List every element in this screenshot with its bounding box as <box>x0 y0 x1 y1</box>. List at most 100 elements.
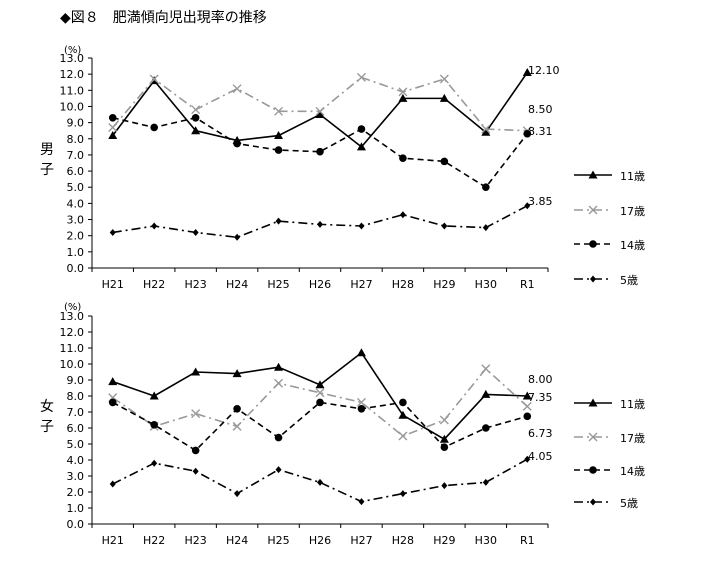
data-point <box>150 421 158 429</box>
data-point <box>524 455 531 463</box>
data-point <box>441 482 448 490</box>
y-tick-label: 4.0 <box>67 197 85 210</box>
data-point <box>398 93 408 102</box>
data-point <box>399 211 406 219</box>
legend-label: 17歳 <box>620 432 645 445</box>
data-point <box>482 478 489 486</box>
data-point <box>191 409 201 419</box>
y-tick-label: 10.0 <box>60 358 85 371</box>
data-point <box>274 106 284 116</box>
x-tick-label: H27 <box>350 278 372 291</box>
data-point <box>358 222 365 230</box>
x-tick-label: H29 <box>433 278 455 291</box>
data-point <box>275 217 282 225</box>
y-tick-label: 2.0 <box>67 230 85 243</box>
legend-marker <box>588 432 598 442</box>
x-tick-label: H24 <box>226 534 248 547</box>
data-point <box>523 129 532 138</box>
data-point <box>317 220 323 228</box>
data-point <box>482 424 490 432</box>
data-point <box>315 388 325 398</box>
series-line <box>112 351 528 441</box>
x-tick-label: H26 <box>309 534 331 547</box>
data-point <box>151 459 158 467</box>
data-point <box>108 398 117 407</box>
data-point <box>439 434 449 443</box>
data-point <box>274 362 284 371</box>
y-tick-label: 11.0 <box>60 342 85 355</box>
data-point <box>439 415 449 425</box>
data-point <box>315 106 325 116</box>
x-tick-label: H23 <box>184 534 206 547</box>
data-point <box>191 105 201 115</box>
series-line <box>112 116 528 189</box>
data-point <box>399 398 407 407</box>
x-tick-label: H26 <box>309 278 331 291</box>
data-point <box>108 113 117 122</box>
data-point <box>191 446 200 455</box>
end-value-label: 7.35 <box>528 391 553 404</box>
y-tick-label: 7.0 <box>67 149 85 162</box>
data-point <box>191 113 200 122</box>
y-tick-label: 0.0 <box>67 262 85 275</box>
y-tick-label: 12.0 <box>60 68 85 81</box>
legend-label: 14歳 <box>620 465 645 478</box>
data-point <box>191 126 201 135</box>
data-point <box>232 84 242 94</box>
panel-label: 女子 <box>40 399 54 435</box>
data-point <box>356 142 366 151</box>
data-point <box>108 131 118 140</box>
x-tick-label: H24 <box>226 278 248 291</box>
x-tick-label: R1 <box>520 534 535 547</box>
data-point <box>192 467 199 475</box>
x-tick-label: H22 <box>143 278 165 291</box>
legend-label: 5歳 <box>620 497 638 510</box>
data-point <box>317 478 323 486</box>
panel-label: 男子 <box>40 142 54 178</box>
data-point <box>316 147 324 156</box>
data-point <box>109 480 116 488</box>
legend-marker <box>588 205 598 215</box>
data-point <box>233 405 241 413</box>
legend-marker <box>588 398 598 407</box>
data-point <box>399 154 407 162</box>
legend-label: 11歳 <box>620 398 645 411</box>
data-point <box>481 127 491 136</box>
data-point <box>232 421 242 431</box>
x-tick-label: H25 <box>267 278 289 291</box>
data-point <box>234 233 241 241</box>
y-tick-label: 5.0 <box>67 181 85 194</box>
data-point <box>315 110 325 119</box>
data-point <box>398 87 408 97</box>
data-point <box>315 380 325 389</box>
data-point <box>275 466 282 474</box>
data-point <box>522 391 532 400</box>
end-value-label: 3.85 <box>528 195 553 208</box>
series-line <box>112 72 528 148</box>
legend-marker <box>590 275 596 283</box>
y-tick-label: 2.0 <box>67 486 85 499</box>
data-point <box>233 139 241 148</box>
end-value-label: 12.10 <box>528 64 560 77</box>
y-tick-label: 1.0 <box>67 246 85 259</box>
data-point <box>108 377 118 386</box>
y-tick-label: 5.0 <box>67 438 85 451</box>
x-tick-label: H28 <box>392 534 414 547</box>
y-tick-label: 12.0 <box>60 326 85 339</box>
data-point <box>192 228 199 236</box>
data-point <box>398 410 408 419</box>
y-tick-label: 9.0 <box>67 117 85 130</box>
data-point <box>150 123 158 132</box>
legend-label: 14歳 <box>620 239 645 252</box>
data-point <box>274 433 283 442</box>
x-tick-label: H25 <box>267 534 289 547</box>
data-point <box>234 490 241 498</box>
x-tick-label: H30 <box>475 534 497 547</box>
y-tick-label: 9.0 <box>67 374 85 387</box>
y-tick-label: 3.0 <box>67 214 85 227</box>
legend-marker <box>588 170 598 179</box>
data-point <box>274 146 283 154</box>
legend-marker <box>589 466 597 474</box>
